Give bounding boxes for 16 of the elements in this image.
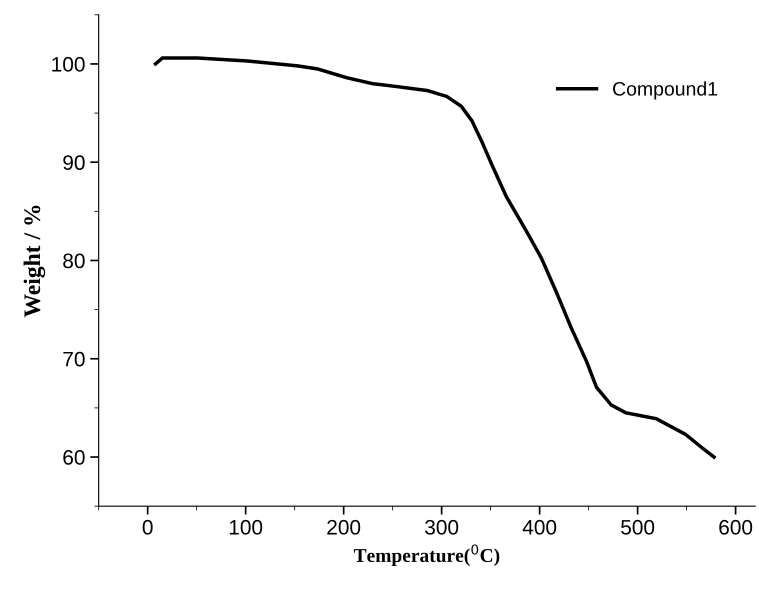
x-tick-label: 300: [425, 520, 458, 535]
x-tick-label: 400: [522, 520, 556, 535]
y-tick-label: 70: [63, 352, 85, 367]
y-tick-label: 90: [63, 155, 85, 170]
line-series: [154, 56, 716, 459]
y-tick-label: 100: [52, 56, 85, 72]
y-tick-label: 60: [63, 450, 85, 465]
y-tick-label: 80: [63, 253, 85, 268]
y-axis-title: Weight / %: [24, 206, 46, 318]
x-tick-label: 600: [719, 520, 752, 535]
x-tick-label: 500: [621, 520, 654, 535]
x-axis-title: Temperature($^{0}$C): [354, 544, 500, 566]
x-tick-label: 100: [230, 520, 262, 535]
x-tick-label: 0: [142, 520, 153, 535]
legend-label: Compound1: [613, 81, 718, 100]
x-tick-label: 200: [327, 520, 360, 535]
